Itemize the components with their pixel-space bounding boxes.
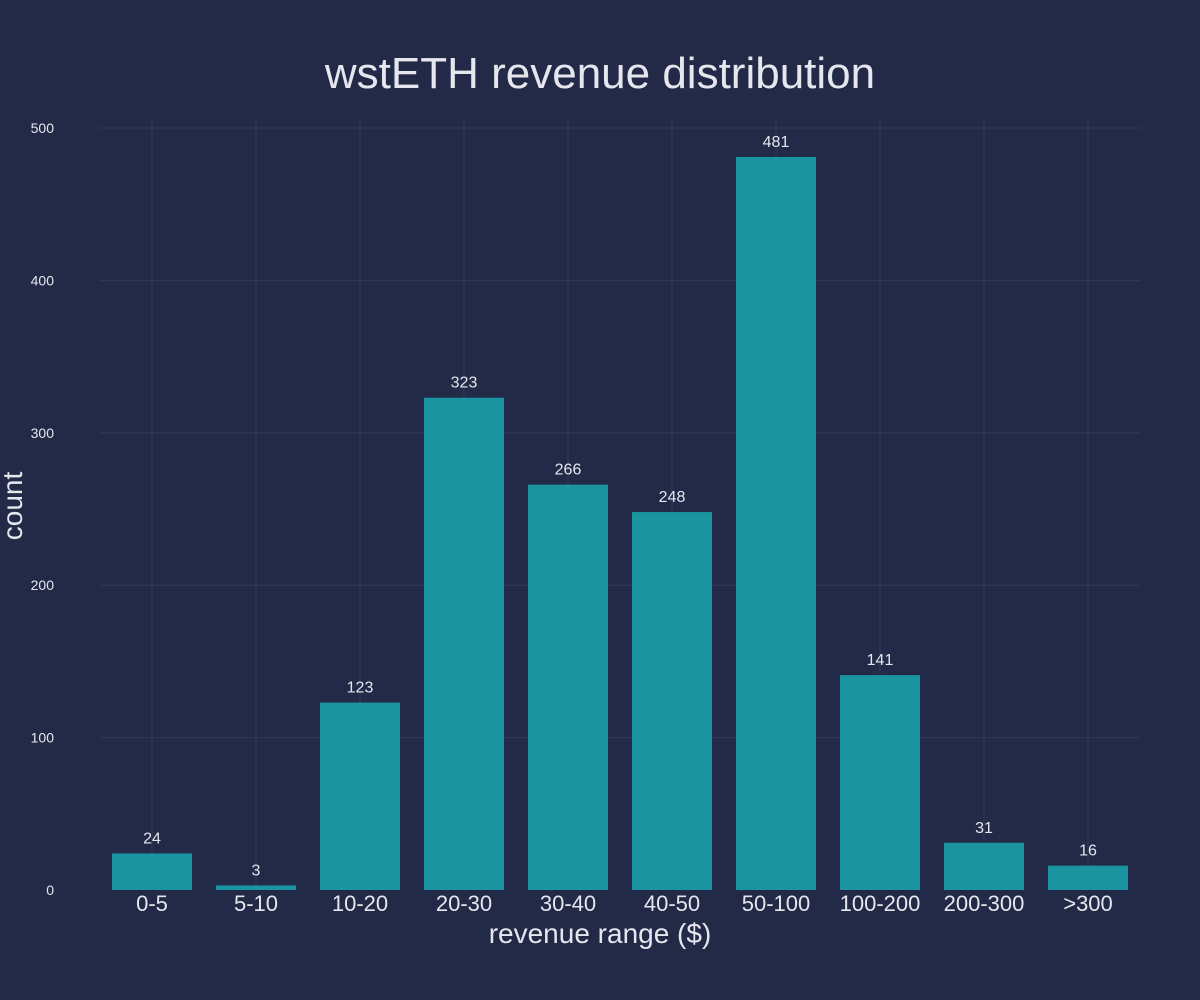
x-axis: 0-5 5-10 10-20 20-30 30-40 40-50 50-100 100-200…	[136, 891, 1113, 916]
data-label: 141	[867, 652, 894, 669]
y-axis: 0 100 200 300 400 500	[31, 120, 55, 898]
data-label: 481	[763, 134, 790, 151]
data-label: 323	[451, 375, 478, 392]
x-axis-label: revenue range ($)	[489, 918, 712, 949]
data-label: 16	[1079, 843, 1097, 860]
y-tick-label: 0	[46, 882, 54, 898]
bar	[527, 484, 609, 890]
data-label: 3	[252, 862, 261, 879]
x-tick-label: 0-5	[136, 891, 168, 916]
y-tick-label: 500	[31, 120, 55, 136]
data-label: 123	[347, 680, 374, 697]
x-tick-label: 40-50	[644, 891, 700, 916]
bar	[735, 156, 817, 890]
bar	[631, 512, 713, 890]
chart-title: wstETH revenue distribution	[324, 49, 875, 98]
y-tick-label: 200	[31, 577, 55, 593]
data-label: 248	[659, 489, 686, 506]
x-tick-label: 20-30	[436, 891, 492, 916]
x-tick-label: 200-300	[944, 891, 1025, 916]
x-tick-label: 30-40	[540, 891, 596, 916]
y-tick-label: 100	[31, 730, 55, 746]
x-tick-label: 10-20	[332, 891, 388, 916]
bar	[319, 702, 401, 890]
x-tick-label: 5-10	[234, 891, 278, 916]
bar	[839, 675, 921, 890]
bars	[111, 156, 1129, 890]
x-tick-label: 100-200	[840, 891, 921, 916]
y-axis-label: count	[0, 472, 28, 541]
y-tick-label: 400	[31, 272, 55, 288]
y-tick-label: 300	[31, 425, 55, 441]
bar	[111, 853, 193, 890]
x-tick-label: 50-100	[742, 891, 811, 916]
data-label: 24	[143, 830, 161, 847]
bar	[215, 885, 297, 890]
bar	[943, 842, 1025, 890]
data-label: 31	[975, 820, 993, 837]
bar	[423, 397, 505, 890]
data-label: 266	[555, 462, 582, 479]
data-labels: 24 3 123 323 266 248 481 141 31 16	[143, 134, 1097, 879]
x-tick-label: >300	[1063, 891, 1113, 916]
bar	[1047, 865, 1129, 890]
